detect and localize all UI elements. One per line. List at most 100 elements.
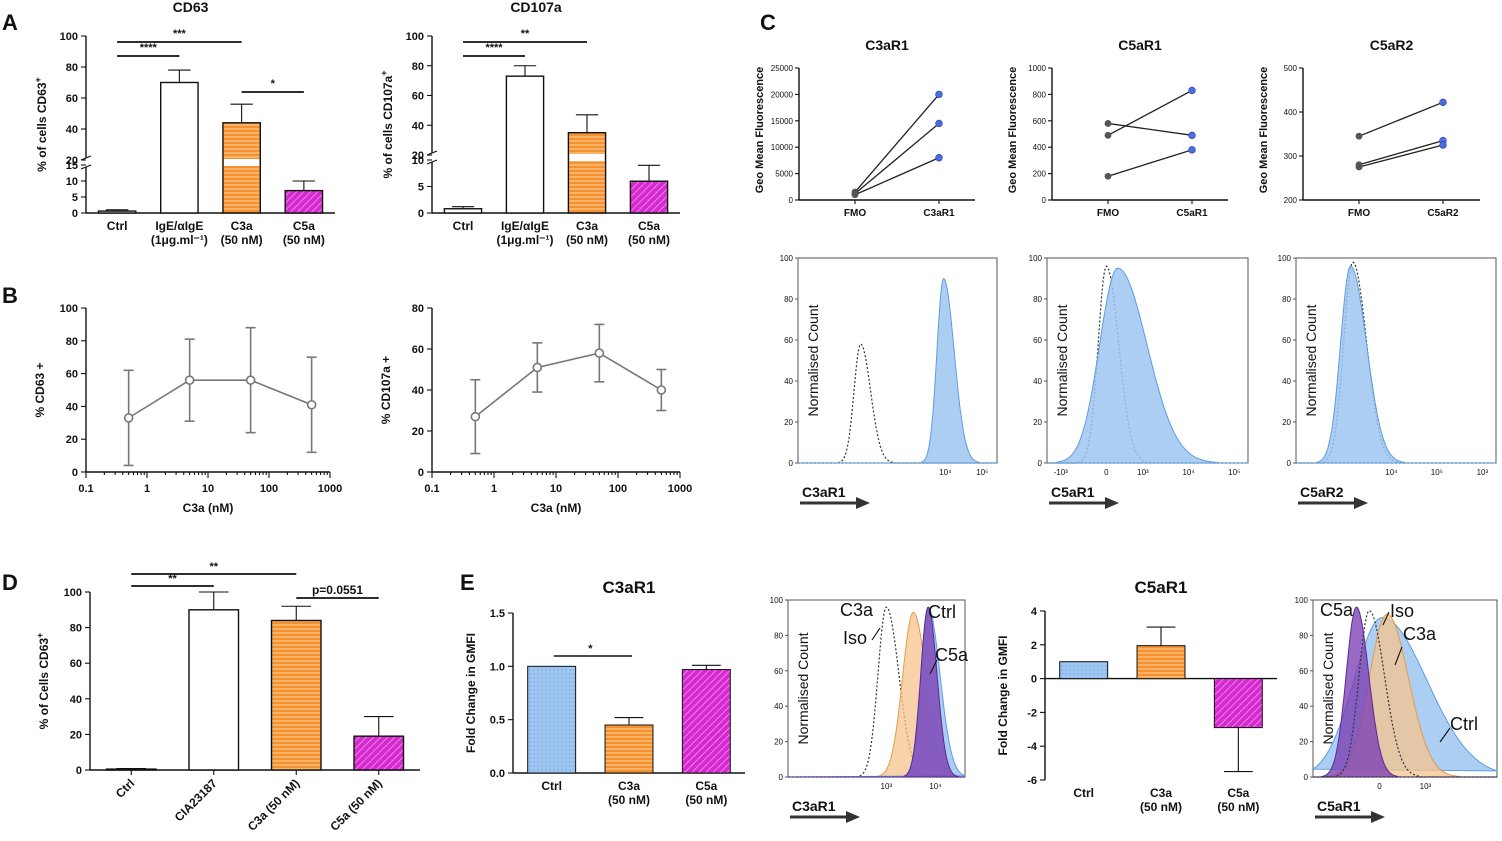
y-tick-label: 40 <box>66 401 78 413</box>
significance-label: ** <box>209 561 218 573</box>
x-tick-label: 10 <box>202 483 214 495</box>
annotation-label: C5a <box>1320 600 1354 620</box>
significance-label: ** <box>521 28 530 40</box>
bar <box>629 180 669 214</box>
pair-line <box>1107 89 1193 136</box>
histogram-fmo <box>798 343 997 464</box>
y-axis-label: Geo Mean Fluorescence <box>1007 67 1019 194</box>
plot-frame <box>1295 257 1497 464</box>
y-tick-label: 5000 <box>775 170 793 179</box>
bar <box>567 131 607 214</box>
bar <box>222 122 261 214</box>
y-tick-label: 0 <box>1042 196 1047 205</box>
data-point <box>1104 172 1112 180</box>
x-tick-label: 10 <box>550 483 562 495</box>
data-point <box>1188 146 1196 154</box>
y-tick-label: 20 <box>66 434 78 446</box>
y-tick-label: 40 <box>1282 377 1291 386</box>
y-axis-label: Fold Change in GMFI <box>464 633 478 753</box>
x-tick-label: 1 <box>144 483 150 495</box>
y-tick-label: 100 <box>60 303 78 315</box>
bar <box>159 81 199 214</box>
x-tick-label: C5aR2 <box>1427 208 1459 219</box>
y-tick-label: 100 <box>406 31 424 43</box>
y-tick-label: 100 <box>770 596 784 605</box>
x-tick-label: C3aR1 <box>923 208 955 219</box>
y-tick-label: -4 <box>1027 741 1038 753</box>
data-point <box>123 413 134 423</box>
y-tick-label: 0 <box>418 208 424 220</box>
x-tick-label: 0.1 <box>424 483 439 495</box>
series-line <box>474 352 662 418</box>
significance-label: ** <box>168 573 177 585</box>
category-label: CIA23187 <box>172 776 220 824</box>
data-point <box>1188 131 1196 140</box>
y-tick-label: 100 <box>60 31 78 43</box>
data-point <box>1439 98 1447 107</box>
data-point <box>1188 86 1196 95</box>
chart-c-c3ar1-histogram: 0 20 40 60 80 100 Normalised Count C3aR1 10⁴ 10⁵ <box>780 254 998 509</box>
y-tick-label: 5 <box>418 182 424 194</box>
x-axis-label: C3a (nM) <box>183 501 234 515</box>
chart-c-c3ar1-gmf: C3aR1 0 5000 10000 15000 20000 25000 Geo Mean F… <box>754 37 975 219</box>
data-point <box>1355 132 1363 140</box>
data-point <box>935 119 943 128</box>
y-tick-label: 5 <box>72 192 78 204</box>
y-tick-label: 20000 <box>771 90 794 99</box>
chart-b-cd63-dose: 0 20 40 60 80 100 0.1 1 10 100 1000 C3a (nM) % CD63 … <box>33 303 342 515</box>
data-point <box>851 191 859 199</box>
y-axis-label: Geo Mean Fluorescence <box>754 67 766 194</box>
category-label: Ctrl <box>541 779 562 793</box>
pair-line <box>854 93 940 193</box>
y-axis-label: Normalised Count <box>805 304 821 416</box>
y-tick-label: 80 <box>1033 295 1042 304</box>
x-tick-label: 10⁵ <box>1228 468 1240 477</box>
category-label: IgE/αIgE <box>155 219 203 233</box>
category-sublabel: (1μg.ml⁻¹) <box>496 233 553 247</box>
plot-frame <box>797 257 998 464</box>
pair-line <box>854 122 940 195</box>
x-axis-label: C3aR1 <box>802 484 846 500</box>
pair-line <box>1358 101 1444 137</box>
y-tick-label: -6 <box>1027 775 1037 787</box>
y-tick-label: 40 <box>1033 377 1042 386</box>
chart-c-c5ar2-gmf: C5aR2 200 300 400 500 Geo Mean Fluorescence FM… <box>1258 37 1480 219</box>
y-tick-label: 15 <box>66 160 78 172</box>
bar <box>270 619 322 771</box>
panel-letter-d: D <box>2 570 18 595</box>
y-axis-label: Normalised Count <box>795 632 811 744</box>
y-tick-label: 2 <box>1031 640 1037 652</box>
y-tick-label: 80 <box>774 631 783 640</box>
chart-d-cd63: 0 20 40 60 80 100 % of Cells CD63+ Ctrl CIA23187… <box>35 561 420 834</box>
bar <box>527 665 577 774</box>
y-tick-label: 20 <box>1282 418 1291 427</box>
significance-label: **** <box>485 42 503 54</box>
y-tick-label: 60 <box>1033 336 1042 345</box>
y-tick-label: 400 <box>1284 108 1298 117</box>
x-tick-label: -10³ <box>1054 468 1069 477</box>
annotation-pointer <box>1439 727 1451 743</box>
data-point <box>470 411 481 422</box>
bar <box>353 735 405 771</box>
x-axis-label: C5aR1 <box>1051 484 1095 500</box>
chart-title: C5aR2 <box>1370 37 1414 53</box>
y-tick-label: 20 <box>70 729 82 741</box>
pair-line <box>1358 144 1444 168</box>
category-label: C5a (50 nM) <box>327 776 385 834</box>
y-tick-label: 40 <box>412 385 424 397</box>
y-tick-label: 0.5 <box>490 715 505 727</box>
category-label: C3a (50 nM) <box>245 776 303 834</box>
x-tick-label: 10⁴ <box>1182 468 1195 477</box>
x-tick-label: 1 <box>491 483 497 495</box>
y-tick-label: 1000 <box>1028 64 1046 73</box>
chart-c-c5ar2-histogram: 0 20 40 60 80 100 Normalised Count C5aR2 10⁴ 10⁵ 1… <box>1278 254 1497 509</box>
bar <box>97 210 137 214</box>
y-tick-label: 20 <box>412 150 424 162</box>
y-tick-label: 0.0 <box>490 768 505 780</box>
data-point <box>935 154 943 162</box>
y-tick-label: 80 <box>1299 631 1308 640</box>
axis-arrow-head <box>856 497 870 509</box>
y-axis-label: Fold Change in GMFI <box>996 636 1010 756</box>
y-tick-label: 0 <box>1287 459 1292 468</box>
